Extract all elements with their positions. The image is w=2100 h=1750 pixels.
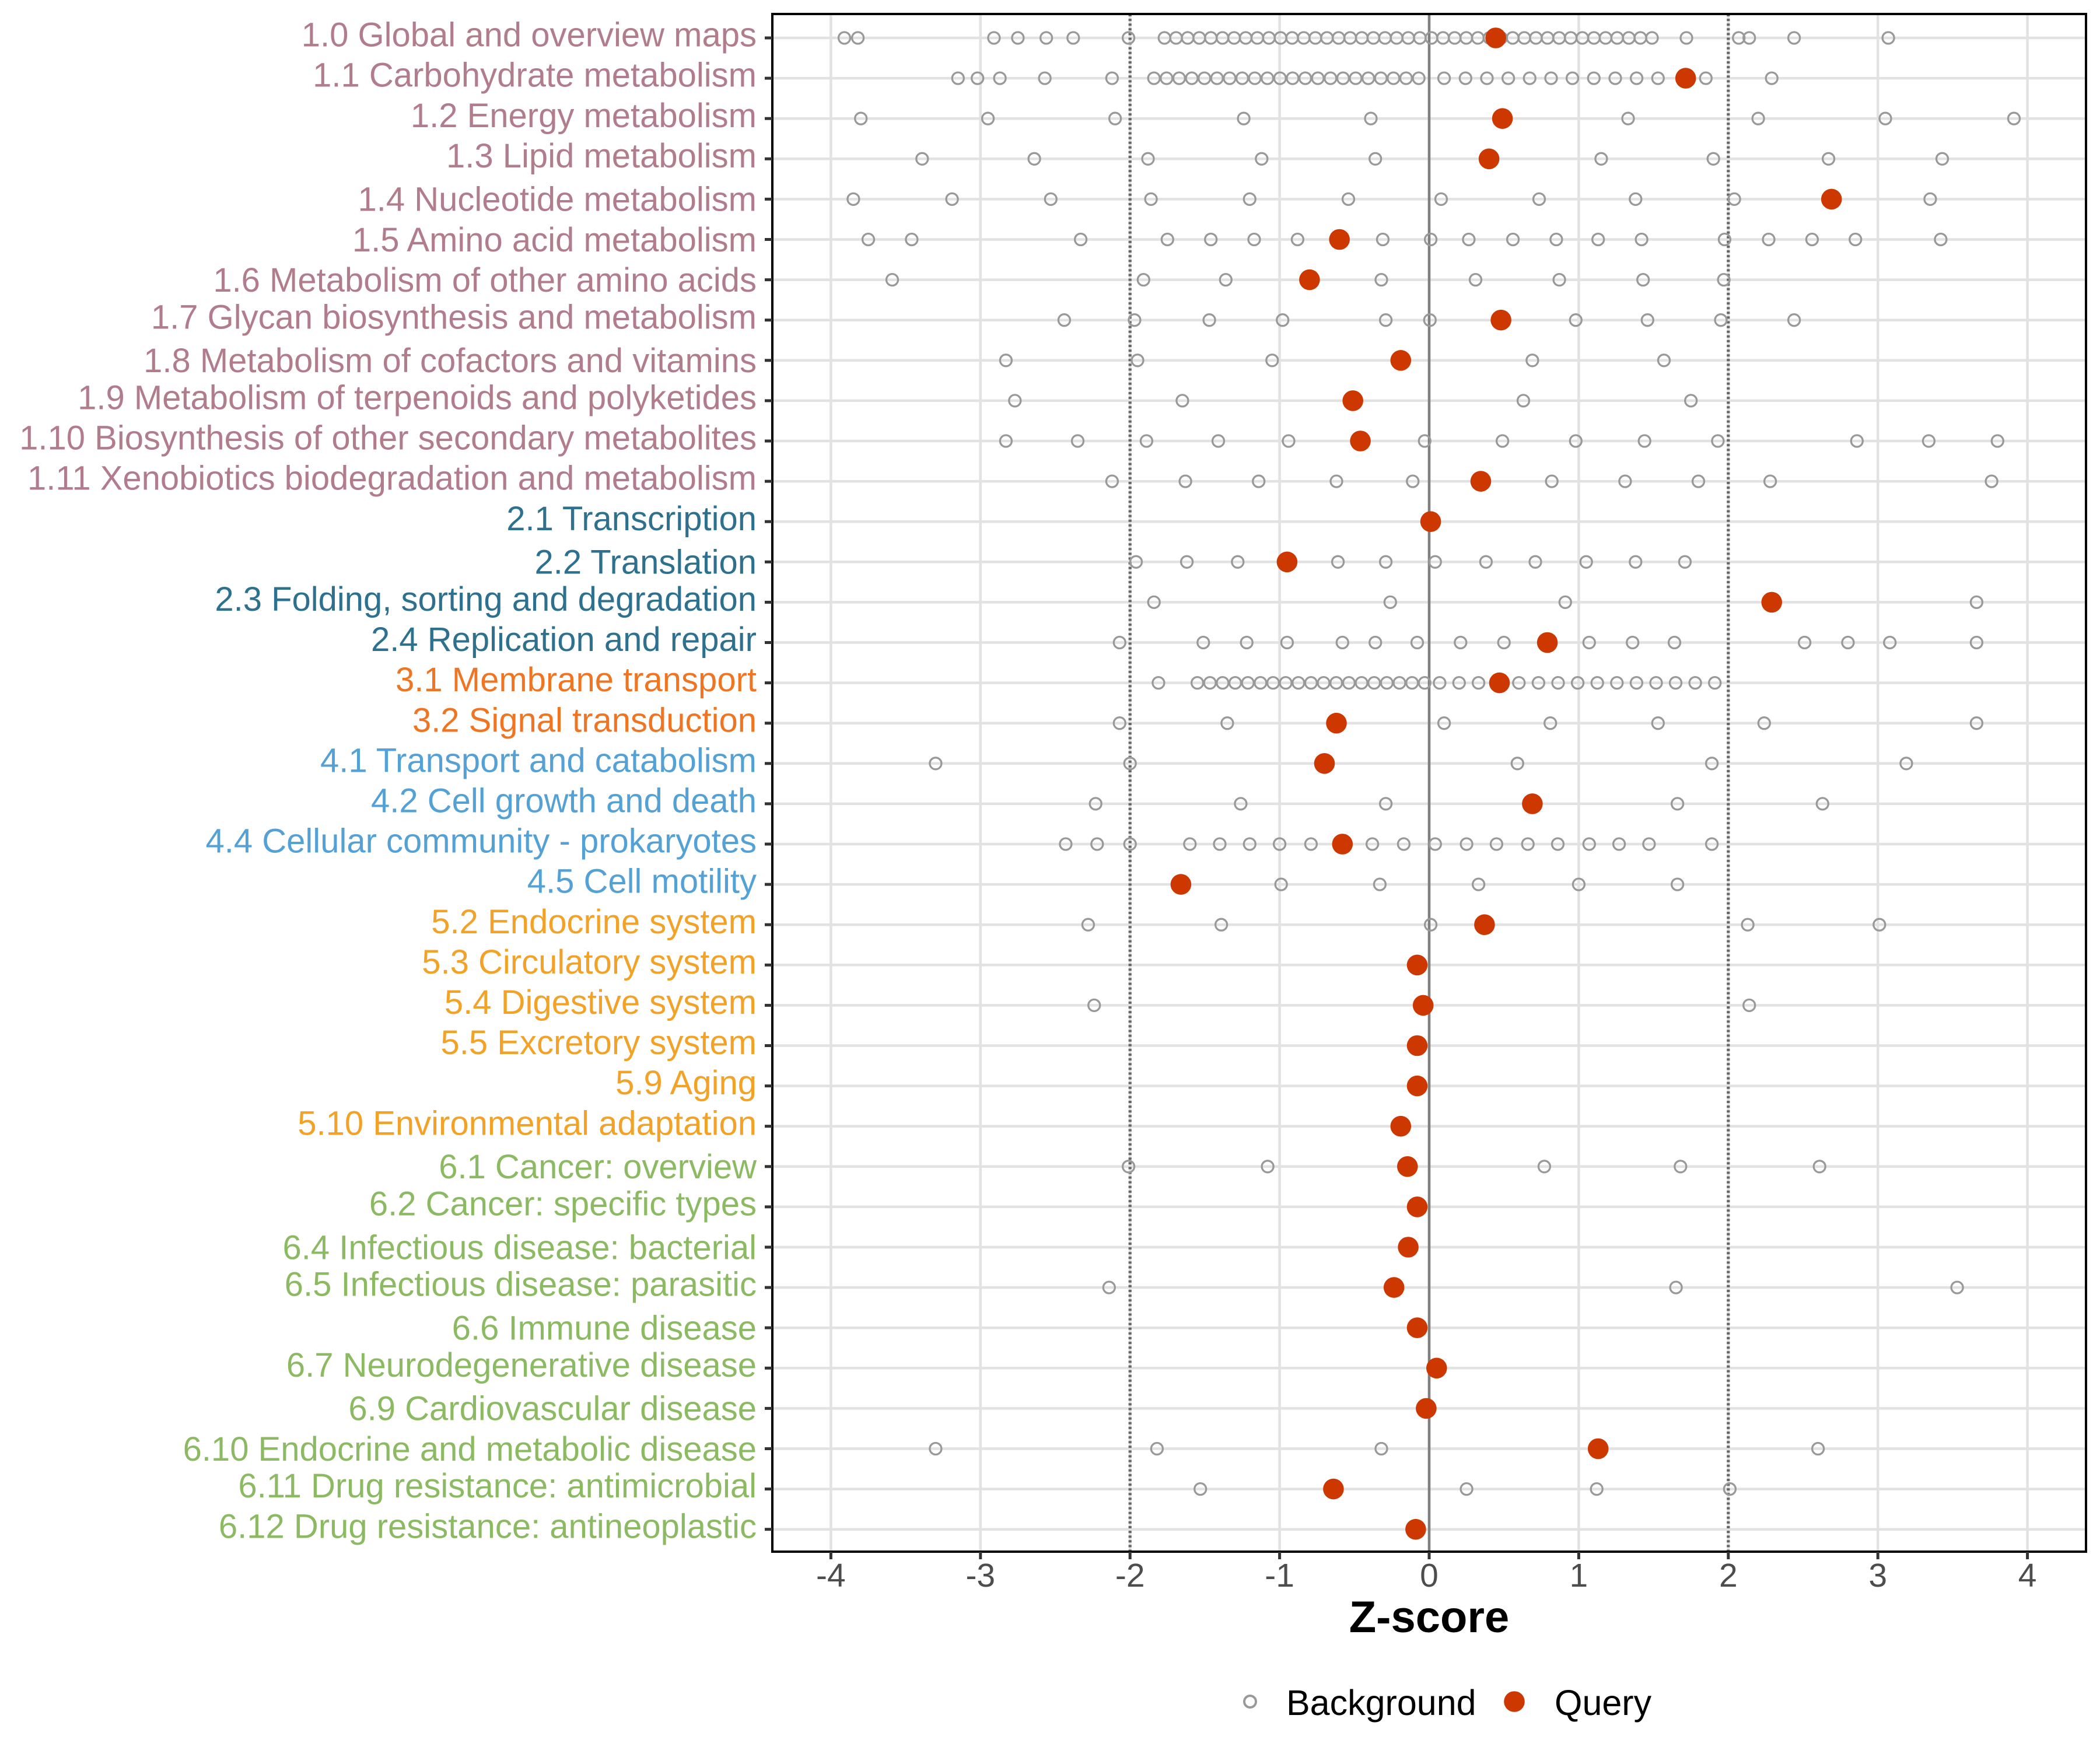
svg-text:Query: Query (1555, 1683, 1652, 1723)
svg-text:1.9 Metabolism of terpenoids a: 1.9 Metabolism of terpenoids and polyket… (78, 379, 757, 417)
svg-text:3.2 Signal transduction: 3.2 Signal transduction (412, 701, 757, 739)
svg-text:4.4 Cellular community - proka: 4.4 Cellular community - prokaryotes (206, 822, 757, 860)
svg-text:5.5 Excretory system: 5.5 Excretory system (441, 1024, 757, 1062)
svg-text:6.10 Endocrine and metabolic d: 6.10 Endocrine and metabolic disease (183, 1430, 757, 1468)
svg-text:1.7 Glycan biosynthesis and me: 1.7 Glycan biosynthesis and metabolism (151, 298, 757, 336)
svg-text:-3: -3 (965, 1557, 995, 1594)
svg-text:1.11 Xenobiotics biodegradatio: 1.11 Xenobiotics biodegradation and meta… (27, 460, 757, 498)
svg-text:5.4 Digestive system: 5.4 Digestive system (444, 984, 757, 1021)
svg-text:1.3 Lipid metabolism: 1.3 Lipid metabolism (446, 137, 757, 175)
svg-text:Background: Background (1286, 1683, 1476, 1723)
svg-text:-2: -2 (1115, 1557, 1145, 1594)
svg-text:6.6 Immune disease: 6.6 Immune disease (452, 1310, 757, 1348)
svg-text:1.8 Metabolism of cofactors an: 1.8 Metabolism of cofactors and vitamins (144, 342, 757, 380)
svg-text:6.9 Cardiovascular disease: 6.9 Cardiovascular disease (348, 1390, 757, 1428)
svg-text:3.1 Membrane transport: 3.1 Membrane transport (396, 661, 757, 699)
svg-text:2.1 Transcription: 2.1 Transcription (506, 500, 757, 538)
svg-text:6.12 Drug resistance: antineop: 6.12 Drug resistance: antineoplastic (219, 1507, 757, 1545)
svg-text:4.1 Transport and catabolism: 4.1 Transport and catabolism (320, 741, 757, 779)
svg-text:6.4 Infectious disease: bacter: 6.4 Infectious disease: bacterial (283, 1228, 757, 1266)
svg-text:2: 2 (1719, 1557, 1738, 1594)
svg-text:2.2 Translation: 2.2 Translation (535, 544, 757, 582)
svg-text:4.2 Cell growth and death: 4.2 Cell growth and death (371, 782, 757, 820)
svg-text:Z-score: Z-score (1349, 1592, 1510, 1642)
svg-text:6.1 Cancer: overview: 6.1 Cancer: overview (439, 1148, 757, 1186)
svg-text:1.2 Energy metabolism: 1.2 Energy metabolism (411, 97, 757, 135)
svg-text:4.5 Cell motility: 4.5 Cell motility (527, 863, 757, 901)
svg-text:4: 4 (2018, 1557, 2037, 1594)
svg-text:5.3 Circulatory system: 5.3 Circulatory system (422, 943, 757, 981)
svg-text:1.4 Nucleotide metabolism: 1.4 Nucleotide metabolism (358, 181, 757, 219)
svg-text:1.1 Carbohydrate metabolism: 1.1 Carbohydrate metabolism (313, 57, 757, 94)
svg-text:1.6 Metabolism of other amino: 1.6 Metabolism of other amino acids (213, 261, 757, 299)
svg-text:1.5 Amino acid metabolism: 1.5 Amino acid metabolism (352, 221, 757, 259)
svg-text:6.11 Drug resistance: antimicr: 6.11 Drug resistance: antimicrobial (238, 1467, 757, 1505)
svg-text:3: 3 (1868, 1557, 1887, 1594)
svg-text:6.7 Neurodegenerative disease: 6.7 Neurodegenerative disease (286, 1346, 757, 1384)
svg-text:1.0 Global and overview maps: 1.0 Global and overview maps (302, 16, 757, 54)
svg-text:0: 0 (1420, 1557, 1438, 1594)
svg-text:-1: -1 (1265, 1557, 1294, 1594)
svg-text:-4: -4 (816, 1557, 846, 1594)
svg-text:5.10 Environmental adaptation: 5.10 Environmental adaptation (298, 1104, 757, 1142)
svg-text:5.2 Endocrine system: 5.2 Endocrine system (431, 903, 757, 941)
svg-text:6.2 Cancer: specific types: 6.2 Cancer: specific types (369, 1185, 757, 1223)
svg-text:2.3 Folding, sorting and degra: 2.3 Folding, sorting and degradation (215, 580, 757, 618)
svg-text:2.4 Replication and repair: 2.4 Replication and repair (371, 621, 757, 659)
svg-text:6.5 Infectious disease: parasi: 6.5 Infectious disease: parasitic (285, 1266, 757, 1304)
svg-text:1.10 Biosynthesis of other sec: 1.10 Biosynthesis of other secondary met… (19, 419, 757, 457)
svg-text:5.9 Aging: 5.9 Aging (615, 1064, 757, 1102)
svg-text:1: 1 (1570, 1557, 1588, 1594)
